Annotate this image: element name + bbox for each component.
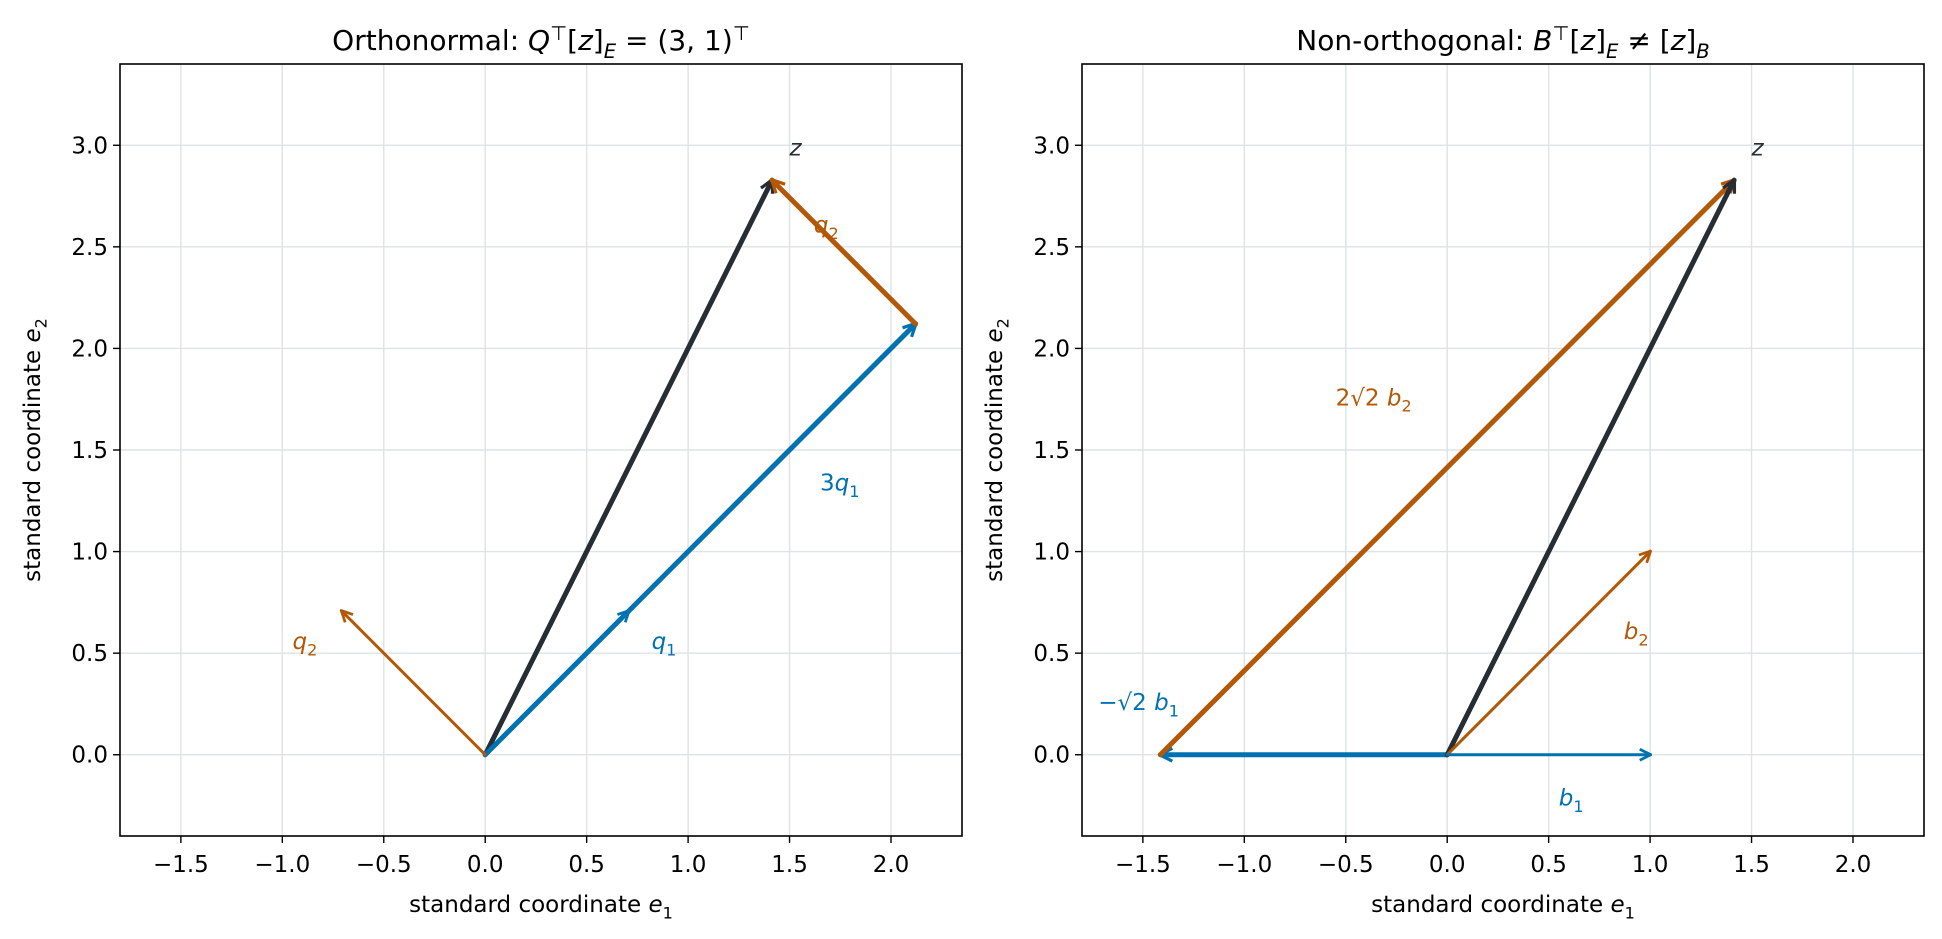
y-tick-label: 1.0 [71, 540, 108, 566]
x-tick-label: 0.5 [568, 852, 605, 878]
y-tick-label: 0.0 [1033, 743, 1070, 769]
vector-label: 3q1​ [820, 471, 860, 501]
y-tick-label: 3.0 [71, 133, 108, 159]
y-tick-label: 0.0 [71, 743, 108, 769]
vector-label: 2√2 b2​ [1336, 385, 1412, 415]
x-tick-label: −0.5 [356, 852, 412, 878]
y-tick-label: 0.5 [1033, 641, 1070, 667]
vector-label: q2​ [814, 213, 839, 243]
vector-label: b1​ [1559, 786, 1584, 816]
x-tick-label: 1.0 [1632, 852, 1669, 878]
vector-arrow [1157, 180, 1734, 758]
x-tick-label: 2.0 [1835, 852, 1872, 878]
y-axis-label: standard coordinate e2​ [20, 318, 50, 582]
x-tick-label: −1.0 [254, 852, 310, 878]
x-tick-label: −1.0 [1216, 852, 1272, 878]
x-tick-label: −0.5 [1318, 852, 1374, 878]
x-tick-label: 1.0 [670, 852, 707, 878]
x-tick-label: 1.5 [1733, 852, 1770, 878]
x-axis-label: standard coordinate e1​ [409, 892, 673, 922]
y-tick-label: 2.5 [1033, 235, 1070, 261]
vector-label: q2​ [292, 629, 317, 659]
vectors [342, 180, 919, 758]
x-tick-label: 1.5 [771, 852, 808, 878]
x-tick-label: 0.5 [1530, 852, 1567, 878]
x-tick-label: 0.0 [1429, 852, 1466, 878]
vector-arrow [482, 180, 775, 758]
vectors [1157, 180, 1737, 758]
vector-arrow [1445, 552, 1650, 757]
x-tick-label: −1.5 [153, 852, 209, 878]
vector-label: −√2 b1​ [1098, 690, 1179, 720]
chart-title: Non-orthogonal: B⊤​[z]E​ ≠ [z]B​ [1296, 22, 1709, 63]
y-axis-label: standard coordinate e2​ [982, 318, 1012, 582]
x-axis-label: standard coordinate e1​ [1371, 892, 1635, 922]
y-tick-label: 2.5 [71, 235, 108, 261]
vector-label: b2​ [1624, 619, 1649, 649]
vector-arrow [772, 180, 919, 327]
vector-label: z [789, 135, 803, 161]
chart-title: Orthonormal: Q⊤​[z]E​ = (3, 1)⊤​ [332, 22, 750, 63]
y-tick-label: 0.5 [71, 641, 108, 667]
x-tick-label: 0.0 [467, 852, 504, 878]
vector-arrow [1444, 180, 1737, 758]
x-tick-label: −1.5 [1115, 852, 1171, 878]
x-tick-label: 2.0 [873, 852, 910, 878]
y-tick-label: 1.5 [1033, 438, 1070, 464]
vector-arrow [483, 611, 628, 757]
y-tick-label: 3.0 [1033, 133, 1070, 159]
y-tick-label: 2.0 [71, 336, 108, 362]
chart-panel-2: z 2√2 b2​ b2​ −√2 b1​ b1​ −1.5 −1.0 −0.5 0.0 0.5 1… [982, 22, 1925, 922]
y-tick-label: 1.0 [1033, 540, 1070, 566]
vector-label: z [1751, 135, 1765, 161]
y-tick-label: 1.5 [71, 438, 108, 464]
chart-panel-1: z q2​ 3q1​ q1​ q2​ −1.5 −1.0 −0.5 0.0 0.5 1.0 1.5 2.… [20, 22, 963, 922]
y-tick-label: 2.0 [1033, 336, 1070, 362]
vector-arrow [342, 611, 487, 757]
vector-label: q1​ [652, 629, 677, 659]
